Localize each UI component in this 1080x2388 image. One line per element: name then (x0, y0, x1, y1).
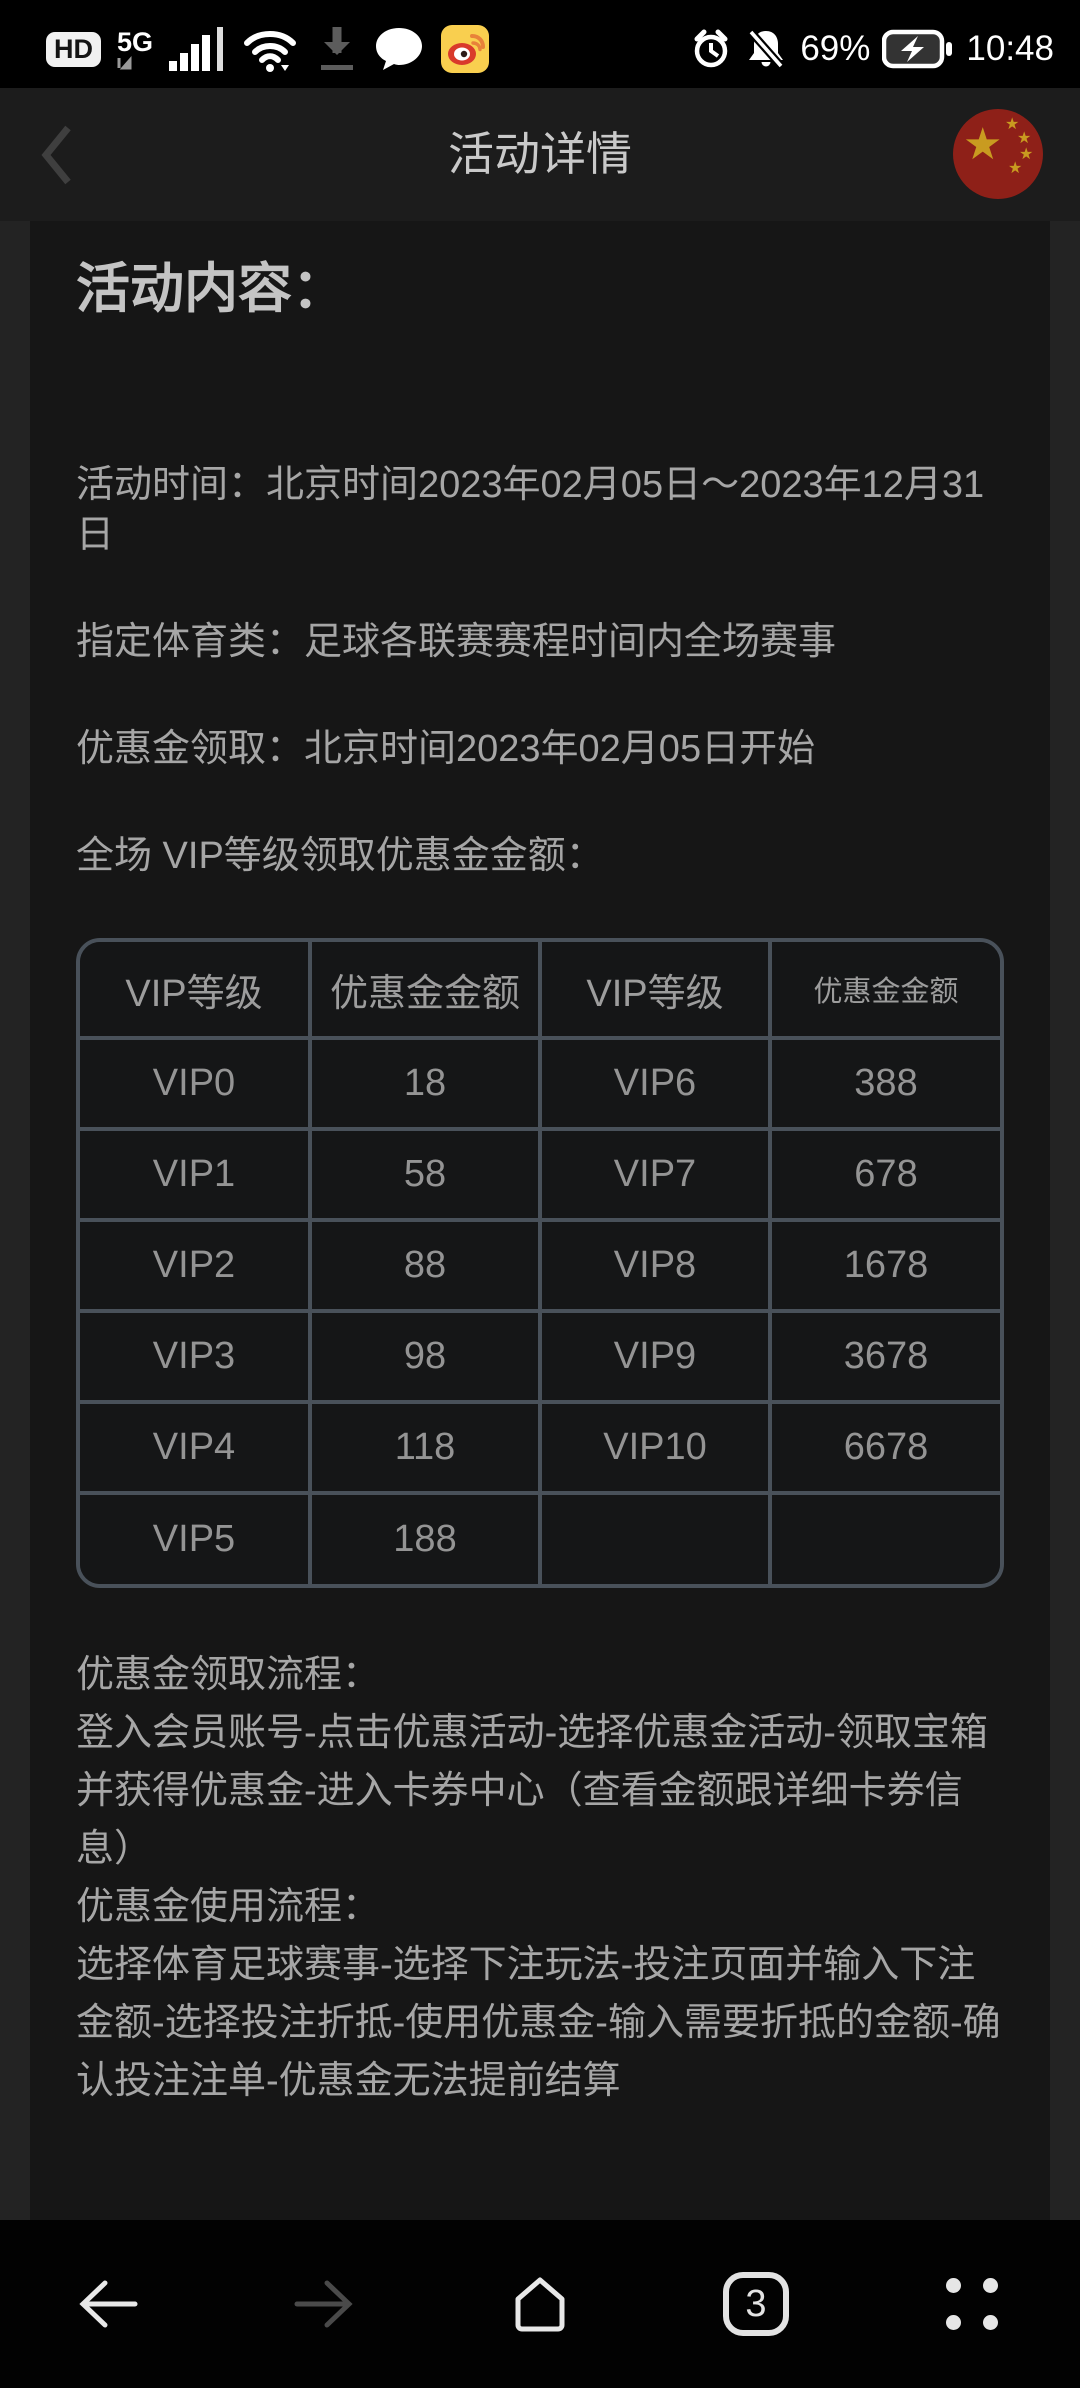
table-cell: VIP8 (540, 1220, 772, 1313)
table-header-row: VIP等级 优惠金金额 VIP等级 优惠金金额 (80, 942, 1000, 1040)
table-cell (540, 1493, 772, 1584)
table-cell: VIP1 (80, 1129, 312, 1222)
table-cell: VIP7 (540, 1129, 772, 1222)
message-bubble-icon (373, 26, 425, 72)
network-type-label: 5G (117, 26, 154, 57)
tab-counter-icon: 3 (723, 2272, 789, 2336)
col-header: 优惠金金额 (310, 942, 542, 1040)
page-title: 活动详情 (448, 128, 632, 180)
section-title: 活动内容： (76, 259, 346, 319)
vip-bonus-table: VIP等级 优惠金金额 VIP等级 优惠金金额 VIP0 18 VIP6 388… (76, 938, 1004, 1588)
weibo-app-icon (441, 25, 490, 73)
back-arrow-icon (79, 2280, 138, 2328)
browser-nav-bar: 3 (0, 2220, 1080, 2388)
table-row: VIP4 118 VIP10 6678 (80, 1402, 1000, 1495)
table-row: VIP3 98 VIP9 3678 (80, 1311, 1000, 1404)
status-bar-left: HD 5G (46, 25, 505, 73)
alarm-icon (690, 28, 732, 70)
table-cell: 1678 (770, 1220, 1000, 1313)
bonus-flow-text: 优惠金领取流程： 登入会员账号-点击优惠活动-选择优惠金活动-领取宝箱并获得优惠… (76, 1646, 1004, 2110)
activity-content-panel: 活动内容： 活动时间：北京时间2023年02月05日～2023年12月31日 指… (30, 221, 1050, 2220)
table-cell: 388 (770, 1038, 1000, 1131)
table-cell (770, 1493, 1000, 1584)
table-cell: 98 (310, 1311, 542, 1404)
bell-muted-icon (744, 27, 788, 71)
nav-back-button[interactable] (0, 2220, 216, 2388)
header-bar: 活动详情 ★ ★ ★ ★ ★ (0, 88, 1080, 221)
language-flag-icon[interactable]: ★ ★ ★ ★ ★ (953, 109, 1043, 199)
clock-label: 10:48 (966, 29, 1054, 68)
flow-line-use-title: 优惠金使用流程： (76, 1886, 381, 1928)
table-cell: VIP10 (540, 1402, 772, 1495)
wifi-icon (243, 25, 301, 73)
table-row: VIP2 88 VIP8 1678 (80, 1220, 1000, 1313)
flow-line-claim-title: 优惠金领取流程： (76, 1654, 381, 1696)
home-icon (515, 2277, 565, 2332)
table-row: VIP0 18 VIP6 388 (80, 1038, 1000, 1131)
flow-line-claim-steps: 登入会员账号-点击优惠活动-选择优惠金活动-领取宝箱并获得优惠金-进入卡券中心（… (76, 1712, 988, 1870)
table-cell: VIP6 (540, 1038, 772, 1131)
table-cell: VIP2 (80, 1220, 312, 1313)
info-line-bonus-claim: 优惠金领取：北京时间2023年02月05日开始 (76, 728, 816, 770)
table-cell: VIP9 (540, 1311, 772, 1404)
col-header: VIP等级 (540, 942, 772, 1040)
menu-dots-icon (946, 2278, 998, 2330)
table-cell: VIP5 (80, 1493, 312, 1584)
table-row: VIP5 188 (80, 1493, 1000, 1584)
back-chevron-icon[interactable] (34, 122, 78, 188)
table-cell: 118 (310, 1402, 542, 1495)
info-line-sport-type: 指定体育类：足球各联赛赛程时间内全场赛事 (76, 621, 837, 663)
col-header: 优惠金金额 (770, 942, 1000, 1040)
battery-percent-label: 69% (800, 29, 871, 68)
table-cell: 18 (310, 1038, 542, 1131)
network-type-indicator: 5G (117, 26, 154, 70)
table-cell: VIP0 (80, 1038, 312, 1131)
nav-menu-button[interactable] (864, 2220, 1080, 2388)
hd-badge-icon: HD (46, 31, 101, 67)
forward-arrow-icon (294, 2280, 353, 2328)
status-bar: HD 5G (0, 0, 1080, 88)
table-cell: VIP3 (80, 1311, 312, 1404)
table-cell: 188 (310, 1493, 542, 1584)
page-background: 活动内容： 活动时间：北京时间2023年02月05日～2023年12月31日 指… (0, 221, 1080, 2220)
table-cell: 3678 (770, 1311, 1000, 1404)
status-bar-right: 69% 10:48 (678, 27, 1054, 71)
tab-count-label: 3 (745, 2283, 767, 2325)
info-line-activity-time: 活动时间：北京时间2023年02月05日～2023年12月31日 (76, 464, 985, 556)
table-cell: 58 (310, 1129, 542, 1222)
sim-indicator-icon (117, 55, 132, 69)
info-line-vip-amount: 全场 VIP等级领取优惠金金额： (76, 835, 604, 877)
table-cell: 88 (310, 1220, 542, 1313)
table-cell: 6678 (770, 1402, 1000, 1495)
nav-home-button[interactable] (432, 2220, 648, 2388)
download-icon (317, 25, 357, 73)
nav-tabs-button[interactable]: 3 (648, 2220, 864, 2388)
table-cell: 678 (770, 1129, 1000, 1222)
table-row: VIP1 58 VIP7 678 (80, 1129, 1000, 1222)
table-cell: VIP4 (80, 1402, 312, 1495)
signal-bars-icon (169, 25, 227, 73)
flow-line-use-steps: 选择体育足球赛事-选择下注玩法-投注页面并输入下注金额-选择投注折抵-使用优惠金… (76, 1944, 1001, 2102)
battery-charging-icon (882, 29, 954, 69)
nav-forward-button[interactable] (216, 2220, 432, 2388)
col-header: VIP等级 (80, 942, 312, 1040)
